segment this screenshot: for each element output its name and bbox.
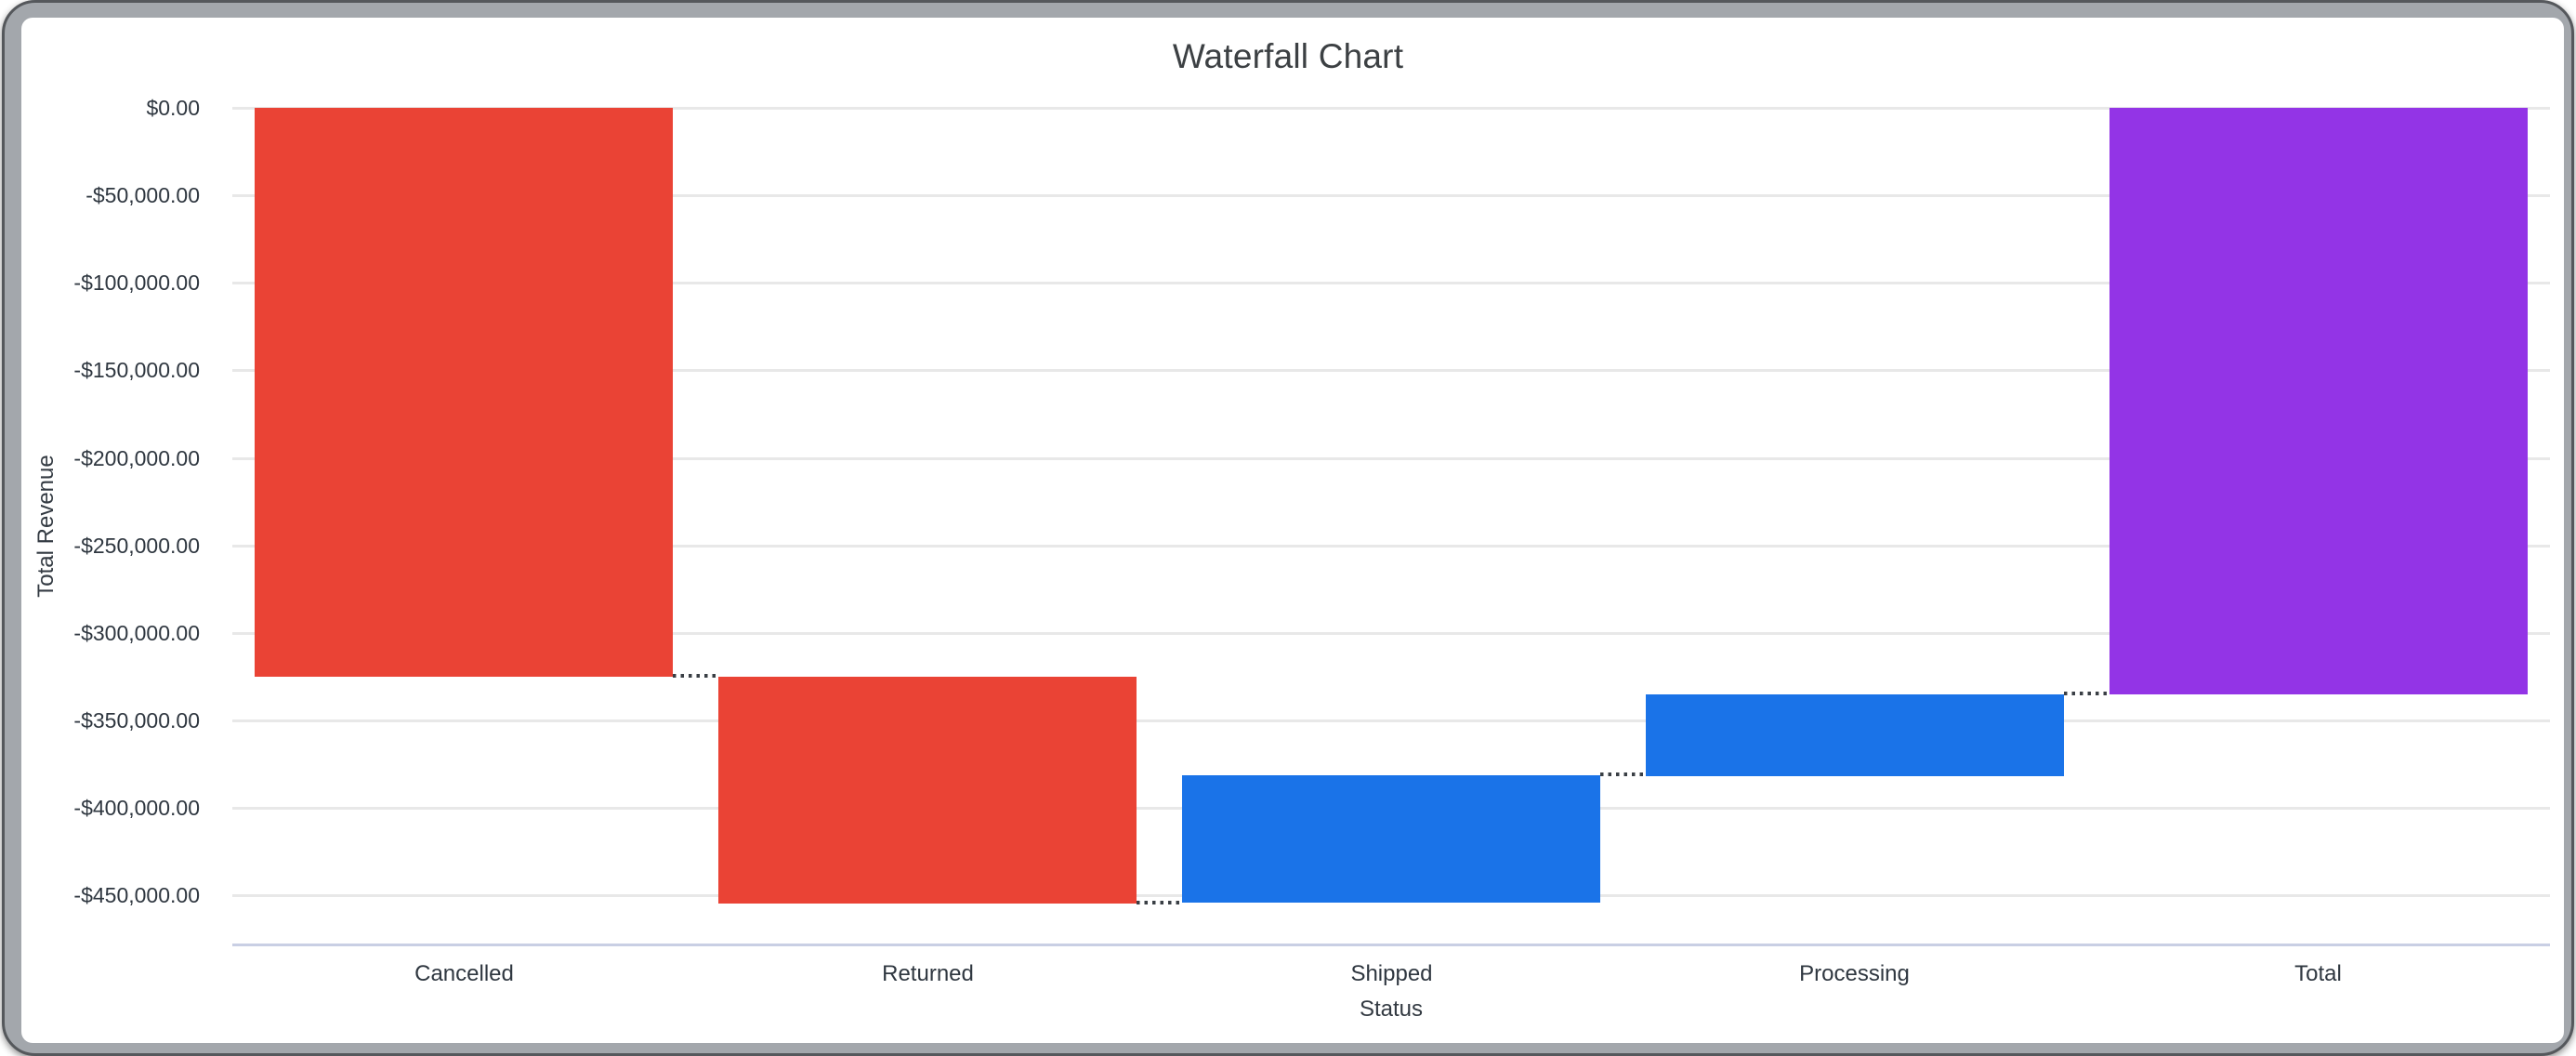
gridline--100000: [232, 282, 2550, 284]
chart-title: Waterfall Chart: [1172, 37, 1404, 75]
x-label-processing: Processing: [1799, 961, 1910, 986]
y-tick-label: -$450,000.00: [73, 883, 200, 907]
y-tick-label: -$200,000.00: [73, 446, 200, 470]
gridline--250000: [232, 545, 2550, 548]
gridline--50000: [232, 194, 2550, 197]
y-axis-title: Total Revenue: [33, 455, 59, 598]
x-axis-line: [232, 944, 2550, 946]
gridline--150000: [232, 369, 2550, 372]
x-label-returned: Returned: [882, 961, 974, 986]
y-tick-label: -$150,000.00: [73, 358, 200, 382]
y-tick-label: -$50,000.00: [85, 183, 200, 207]
x-label-cancelled: Cancelled: [414, 961, 514, 986]
x-label-shipped: Shipped: [1350, 961, 1433, 986]
y-tick-label: -$300,000.00: [73, 621, 200, 645]
bar-processing: [1646, 694, 2064, 776]
connector-shipped: [1600, 772, 1646, 776]
gridline--350000: [232, 719, 2550, 722]
bar-shipped: [1182, 775, 1600, 903]
gridline--300000: [232, 632, 2550, 635]
y-tick-label: -$400,000.00: [73, 796, 200, 820]
y-tick-label: -$350,000.00: [73, 708, 200, 733]
connector-processing: [2064, 692, 2109, 695]
x-label-total: Total: [2294, 961, 2342, 986]
y-tick-label: $0.00: [146, 96, 200, 120]
bar-returned: [718, 677, 1137, 904]
connector-cancelled: [673, 674, 718, 678]
bar-cancelled: [255, 108, 673, 677]
y-tick-label: -$100,000.00: [73, 271, 200, 295]
y-tick-label: -$250,000.00: [73, 534, 200, 558]
bar-total: [2109, 108, 2528, 694]
x-axis-title: Status: [1359, 997, 1424, 1022]
connector-returned: [1137, 901, 1182, 904]
gridline-0: [232, 107, 2550, 110]
gridline--200000: [232, 457, 2550, 460]
